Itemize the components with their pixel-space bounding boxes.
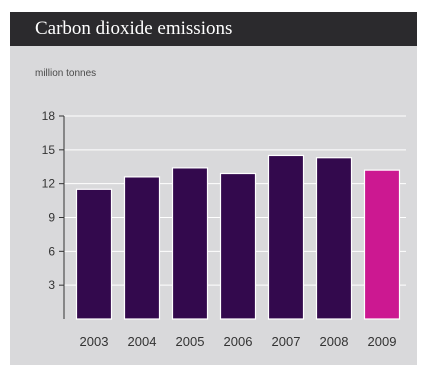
bar-2003: [75, 188, 113, 320]
bar-2009: [363, 169, 401, 320]
bar-2006: [219, 172, 257, 320]
y-axis-unit-label: million tonnes: [35, 68, 97, 79]
x-tick-label: 2006: [224, 334, 253, 349]
chart-card: Carbon dioxide emissions million tonnes …: [10, 12, 417, 365]
y-tick-label: 15: [42, 143, 56, 157]
y-tick-label: 12: [42, 177, 56, 191]
x-tick-label: 2004: [128, 334, 157, 349]
bar-2008: [315, 157, 353, 320]
y-tick-label: 3: [48, 278, 55, 292]
y-tick-label: 9: [48, 211, 55, 225]
x-tick-label: 2009: [368, 334, 397, 349]
y-tick-label: 18: [42, 109, 56, 123]
chart-header: Carbon dioxide emissions: [10, 12, 417, 46]
bar-2005: [171, 167, 209, 320]
bar-2004: [123, 176, 161, 320]
y-tick-label: 6: [48, 244, 55, 258]
x-tick-label: 2008: [320, 334, 349, 349]
x-tick-label: 2003: [80, 334, 109, 349]
x-tick-label: 2007: [272, 334, 301, 349]
x-tick-label: 2005: [176, 334, 205, 349]
bar-chart: 3 6 9 12 15 18 2003 2004 2005 2006 2007 2008 2009: [42, 109, 406, 349]
bar-2007: [267, 154, 305, 320]
chart-title: Carbon dioxide emissions: [35, 18, 233, 39]
